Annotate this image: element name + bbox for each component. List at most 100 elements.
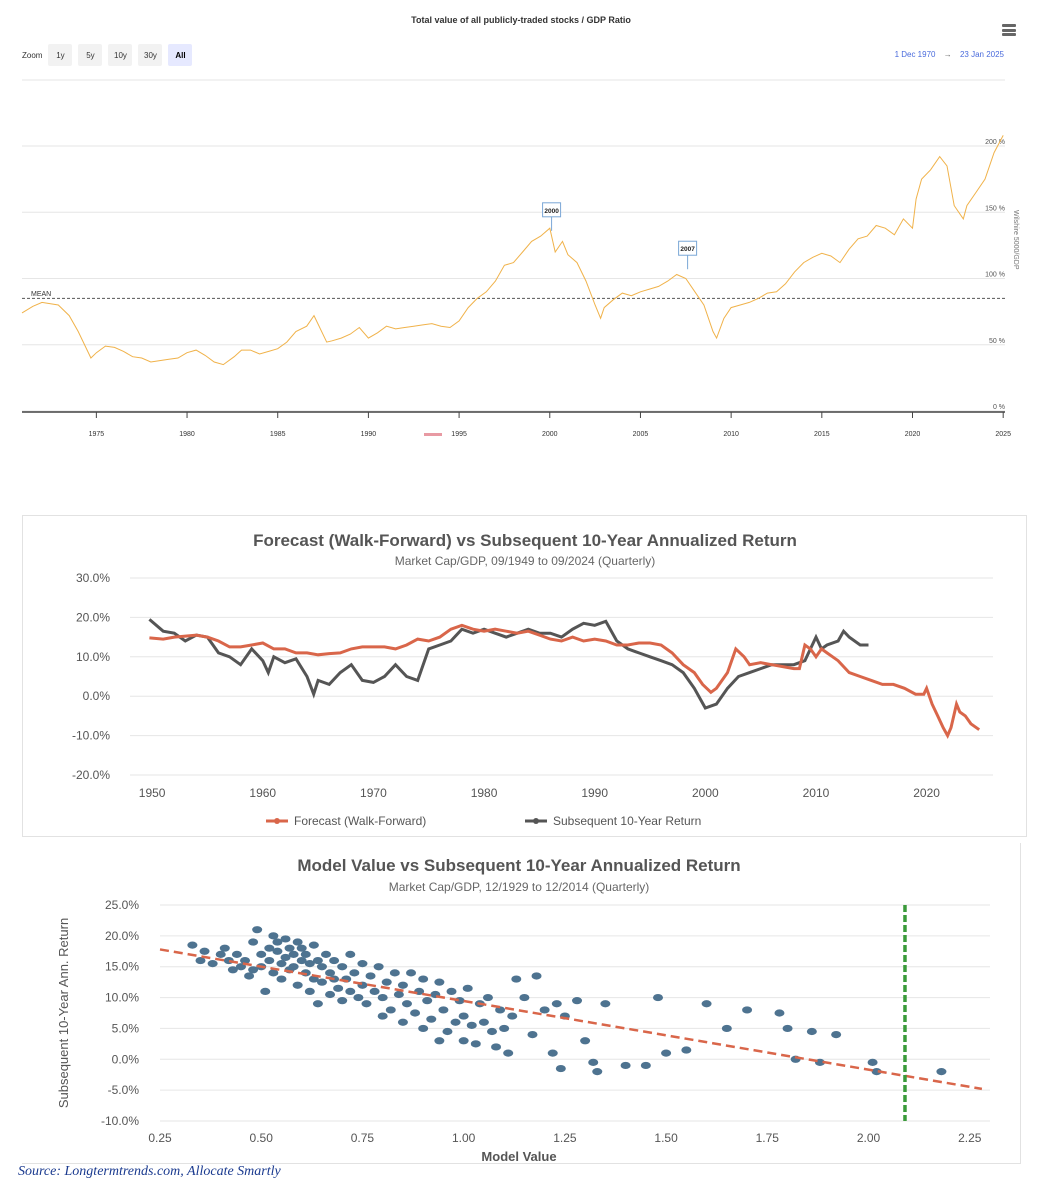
scatter-point <box>701 1000 712 1008</box>
scatter-point <box>519 993 530 1002</box>
market-cap-gdp-chart: Total value of all publicly-traded stock… <box>21 15 1019 438</box>
scatter-point <box>260 987 271 995</box>
x-tick-label: 2015 <box>814 431 830 438</box>
scatter-point <box>349 969 360 977</box>
scatter-point <box>296 956 307 965</box>
scatter-point <box>782 1024 793 1033</box>
scatter-point <box>867 1058 878 1066</box>
date-to-input[interactable]: 23 Jan 2025 <box>959 50 1004 59</box>
forecast-chart-panel: Forecast (Walk-Forward) vs Subsequent 10… <box>0 515 1042 837</box>
scatter-point <box>248 938 259 946</box>
ratio-series-line <box>21 135 1004 366</box>
scatter-point <box>280 953 291 962</box>
scatter-point <box>207 960 218 968</box>
scatter-point <box>531 972 542 980</box>
scatter-points <box>187 926 947 1076</box>
scatter-point <box>357 960 368 968</box>
forecast-chart-subtitle: Market Cap/GDP, 09/1949 to 09/2024 (Quar… <box>395 554 656 568</box>
scatter-point <box>410 1009 421 1017</box>
scatter-point <box>381 978 392 986</box>
scatter-point <box>478 1018 489 1026</box>
x-tick-label: 1.00 <box>452 1131 476 1145</box>
scatter-point <box>389 969 400 977</box>
scatter-point <box>329 956 340 965</box>
scatter-point <box>304 987 315 995</box>
scatter-point <box>487 1027 497 1036</box>
scatter-point <box>199 947 210 955</box>
scatter-point <box>936 1068 947 1076</box>
forecast-chart-border <box>22 515 1027 837</box>
scatter-point <box>231 950 242 958</box>
zoom-10y-button[interactable]: 10y <box>108 44 133 66</box>
scatter-point <box>296 944 307 952</box>
y-tick-label: -20.0% <box>72 768 110 782</box>
scatter-point <box>418 975 429 983</box>
scatter-point <box>276 960 287 968</box>
scatter-chart-panel: Model Value vs Subsequent 10-Year Annual… <box>0 843 1042 1165</box>
scatter-point <box>321 950 331 958</box>
scatter-point <box>264 956 275 965</box>
scatter-point <box>806 1027 817 1036</box>
scatter-point <box>276 975 287 983</box>
y-tick-label: 200 % <box>985 139 1005 146</box>
source-note: Source: Longtermtrends.com, Allocate Sma… <box>18 1164 281 1179</box>
zoom-all-button[interactable]: All <box>168 44 193 66</box>
scatter-point <box>871 1068 882 1076</box>
scatter-point <box>507 1012 518 1020</box>
scatter-point <box>377 1012 388 1020</box>
forecast-x-ticks: 1950 1960 1970 1980 1990 2000 2010 2020 <box>139 786 941 800</box>
scatter-point <box>503 1049 514 1057</box>
zoom-5y-button[interactable]: 5y <box>78 44 103 66</box>
x-tick-label: 2000 <box>542 431 558 438</box>
scatter-point <box>446 987 457 995</box>
scatter-point <box>661 1049 672 1057</box>
x-tick-label: 2.00 <box>857 1131 881 1145</box>
hamburger-menu-icon[interactable] <box>1002 24 1016 36</box>
date-from-input[interactable]: 1 Dec 1970 <box>894 50 936 59</box>
scatter-point <box>227 966 238 974</box>
x-tick-label: 2005 <box>633 431 649 438</box>
scatter-chart-subtitle: Market Cap/GDP, 12/1929 to 12/2014 (Quar… <box>389 880 650 894</box>
scatter-point <box>511 975 522 983</box>
scatter-point <box>195 956 206 965</box>
scatter-point <box>466 1021 477 1029</box>
zoom-controls: Zoom 1y 5y 10y 30y All <box>22 44 193 66</box>
y-tick-label: 0.0% <box>83 689 111 703</box>
x-tick-label: 1990 <box>581 786 608 800</box>
x-tick-label: 0.75 <box>351 1131 375 1145</box>
scatter-point <box>580 1037 591 1045</box>
top-chart-x-ticks: 1975 1980 1985 1990 1995 2000 2005 2010 2015 2020… <box>89 412 1011 438</box>
scatter-point <box>458 1037 469 1045</box>
zoom-30y-button[interactable]: 30y <box>138 44 163 66</box>
y-tick-label: 20.0% <box>105 929 139 943</box>
scatter-chart-title: Model Value vs Subsequent 10-Year Annual… <box>297 856 740 875</box>
legend-forecast-label[interactable]: Forecast (Walk-Forward) <box>294 814 426 828</box>
forecast-chart: Forecast (Walk-Forward) vs Subsequent 10… <box>72 531 993 828</box>
scatter-point <box>284 944 295 952</box>
date-range: 1 Dec 1970 → 23 Jan 2025 <box>895 50 1004 59</box>
scatter-point <box>345 950 356 958</box>
scatter-point <box>422 997 433 1005</box>
y-tick-label: 0.0% <box>112 1052 140 1066</box>
x-tick-label: 1.50 <box>654 1131 678 1145</box>
scatter-point <box>458 1012 469 1020</box>
scatter-point <box>369 987 380 995</box>
y-tick-label: -10.0% <box>72 729 110 743</box>
scatter-point <box>252 926 263 934</box>
scatter-point <box>316 963 327 971</box>
y-tick-label: 50 % <box>989 338 1005 345</box>
top-chart-title: Total value of all publicly-traded stock… <box>411 15 631 25</box>
x-tick-label: 2010 <box>723 431 739 438</box>
legend-subsequent-label[interactable]: Subsequent 10-Year Return <box>553 814 701 828</box>
y-tick-label: 10.0% <box>105 991 139 1005</box>
scatter-x-ticks: 0.25 0.50 0.75 1.00 1.25 1.50 1.75 2.00 2.25 <box>148 1131 981 1145</box>
scatter-point <box>264 944 275 952</box>
scatter-point <box>316 978 327 986</box>
navigator-handle[interactable] <box>424 433 442 436</box>
x-tick-label: 1980 <box>471 786 498 800</box>
zoom-1y-button[interactable]: 1y <box>48 44 73 66</box>
y-tick-label: -10.0% <box>101 1114 139 1128</box>
scatter-point <box>268 969 279 977</box>
scatter-point <box>292 981 303 989</box>
scatter-point <box>244 972 255 980</box>
